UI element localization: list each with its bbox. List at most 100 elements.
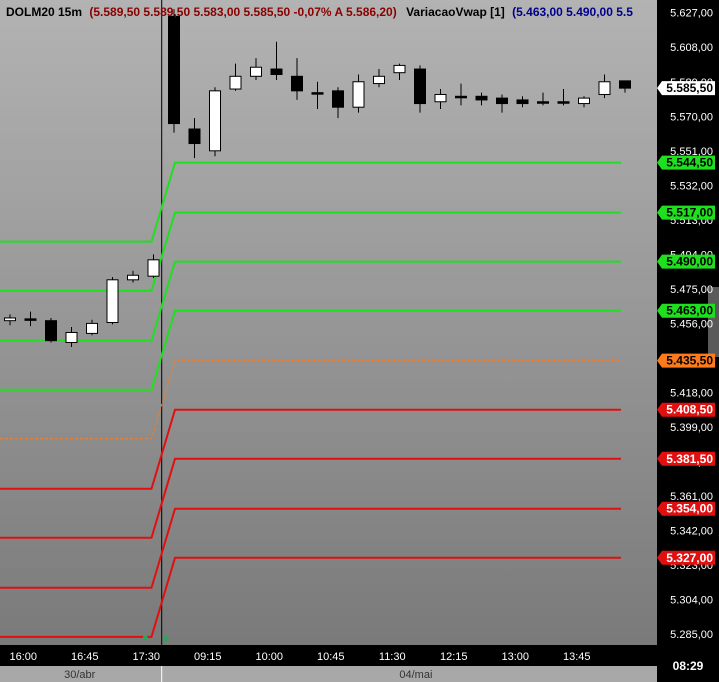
time-ticks: 16:00 16:45 17:30 09:15 10:00 10:45 11:30 12:15… bbox=[9, 651, 590, 663]
band-red-1-badge-label: 5.408,50 bbox=[666, 403, 713, 417]
price-tick-label: 5.285,00 bbox=[670, 629, 713, 641]
candle-body bbox=[475, 95, 488, 101]
candle bbox=[24, 311, 37, 327]
time-tick-label: 13:45 bbox=[563, 651, 591, 663]
candle bbox=[578, 96, 590, 108]
candle bbox=[455, 83, 467, 106]
candle bbox=[496, 94, 508, 113]
band-red-2 bbox=[0, 457, 621, 539]
band-green-4-badge-bg bbox=[657, 303, 715, 318]
candle bbox=[229, 63, 242, 91]
time-tick-label: 13:00 bbox=[501, 651, 529, 663]
candle bbox=[4, 314, 16, 326]
candle-body bbox=[414, 68, 426, 105]
date-tick-label: 04/mai bbox=[399, 669, 432, 681]
band-green-4-badge-label: 5.463,00 bbox=[666, 304, 713, 318]
candle-body bbox=[434, 93, 447, 103]
candle-body bbox=[188, 128, 201, 145]
band-green-2 bbox=[0, 211, 621, 292]
band-red-1 bbox=[0, 408, 621, 490]
candle-body bbox=[496, 97, 508, 105]
candle-body bbox=[106, 279, 119, 324]
band-green-1 bbox=[0, 161, 621, 243]
band-red-3-badge-bg bbox=[657, 501, 715, 516]
candle-body bbox=[537, 101, 549, 104]
candle-body bbox=[86, 322, 98, 334]
price-badges: 5.544,50 5.517,00 5.490,00 5.463,00 5.435,50… bbox=[657, 81, 715, 565]
candle bbox=[250, 58, 262, 80]
candle bbox=[434, 89, 447, 110]
candle-body bbox=[4, 317, 16, 322]
band-red-4-badge-label: 5.327,00 bbox=[666, 551, 713, 565]
candle-body bbox=[557, 101, 570, 104]
price-tick-label: 5.342,00 bbox=[670, 526, 713, 538]
candle bbox=[127, 270, 139, 283]
candle-body bbox=[209, 90, 221, 152]
time-tick-label: 16:00 bbox=[9, 651, 37, 663]
candle bbox=[598, 74, 611, 99]
candle-body bbox=[578, 97, 590, 105]
band-green-1-badge-label: 5.544,50 bbox=[666, 156, 713, 170]
time-tick-label: 16:45 bbox=[71, 651, 99, 663]
price-tick-label: 5.570,00 bbox=[670, 111, 713, 123]
candle-body bbox=[291, 75, 303, 92]
candle bbox=[188, 118, 201, 159]
candle bbox=[373, 69, 385, 88]
price-tick-label: 5.532,00 bbox=[670, 180, 713, 192]
candle-body bbox=[619, 80, 631, 89]
band-red-1-badge: 5.408,50 bbox=[657, 402, 715, 417]
band-orange-mid-badge-bg bbox=[657, 353, 715, 368]
candle bbox=[168, 9, 180, 133]
candle bbox=[311, 81, 324, 110]
candle-body bbox=[229, 75, 242, 90]
candle bbox=[619, 80, 631, 93]
band-green-2-badge-bg bbox=[657, 205, 715, 220]
price-tick-label: 5.418,00 bbox=[670, 387, 713, 399]
indicator-name: VariacaoVwap [1] bbox=[406, 5, 505, 19]
signal-markers bbox=[142, 635, 169, 642]
candle bbox=[209, 87, 221, 157]
band-red-2-badge: 5.381,50 bbox=[657, 451, 715, 466]
indicator-values: (5.463,00 5.490,00 5.5 bbox=[512, 5, 633, 19]
price-tick-label: 5.608,00 bbox=[670, 42, 713, 54]
last-price-badge: 5.585,50 bbox=[657, 81, 715, 96]
plot-area[interactable] bbox=[0, 0, 657, 645]
candle-body bbox=[24, 318, 37, 321]
band-red-2-badge-label: 5.381,50 bbox=[666, 452, 713, 466]
band-green-3-badge-label: 5.490,00 bbox=[666, 255, 713, 269]
candle-body bbox=[270, 68, 283, 75]
time-tick-label: 10:00 bbox=[255, 651, 283, 663]
price-axis-scrollbar[interactable] bbox=[708, 287, 719, 357]
date-tick-label: 30/abr bbox=[64, 669, 96, 681]
band-green-3-badge: 5.490,00 bbox=[657, 255, 715, 269]
last-price-badge-bg bbox=[657, 81, 715, 96]
band-green-2-badge-label: 5.517,00 bbox=[666, 206, 713, 220]
candle bbox=[332, 87, 344, 119]
time-tick-label: 10:45 bbox=[317, 651, 345, 663]
symbol-label: DOLM20 15m bbox=[6, 5, 82, 19]
price-tick-label: 5.399,00 bbox=[670, 422, 713, 434]
candle-body bbox=[373, 75, 385, 85]
band-red-3-badge: 5.354,00 bbox=[657, 501, 715, 516]
candle bbox=[65, 327, 78, 348]
time-axis-panel[interactable] bbox=[0, 645, 657, 666]
band-red-3 bbox=[0, 507, 621, 589]
clock-panel bbox=[657, 645, 719, 682]
candle-body bbox=[393, 64, 406, 74]
band-orange-mid-badge-label: 5.435,50 bbox=[666, 354, 713, 368]
price-tick-label: 5.627,00 bbox=[670, 8, 713, 20]
candle bbox=[516, 96, 529, 108]
header-line: DOLM20 15m (5.589,50 5.589,50 5.583,00 5… bbox=[6, 5, 633, 19]
price-tick-label: 5.456,00 bbox=[670, 318, 713, 330]
band-orange-mid-badge: 5.435,50 bbox=[657, 353, 715, 368]
candle-body bbox=[455, 95, 467, 99]
candle-body bbox=[598, 81, 611, 95]
band-green-3-badge-bg bbox=[657, 254, 715, 269]
candle bbox=[106, 277, 119, 325]
candle bbox=[147, 254, 160, 278]
candlesticks bbox=[4, 9, 631, 348]
signal-dot bbox=[163, 636, 169, 642]
candle bbox=[393, 63, 406, 80]
candle-body bbox=[168, 15, 180, 125]
